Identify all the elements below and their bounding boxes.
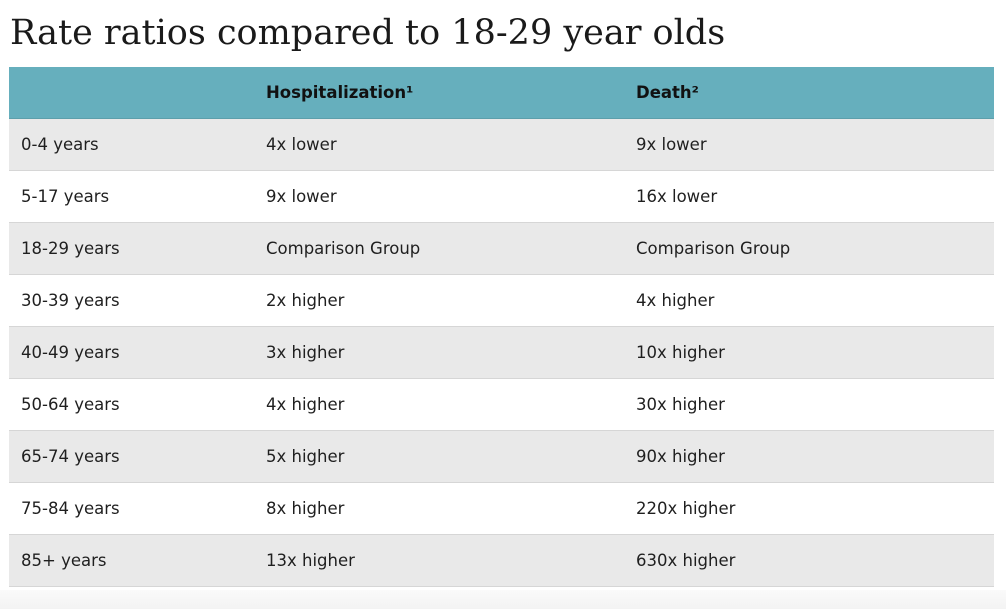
table-header-row: Hospitalization¹ Death² — [9, 67, 994, 119]
rate-ratio-table-container: Hospitalization¹ Death² 0-4 years 4x low… — [9, 67, 994, 587]
death-cell: 9x lower — [636, 134, 707, 154]
hospitalization-cell: Comparison Group — [266, 238, 421, 258]
table-row: 75-84 years 8x higher 220x higher — [9, 482, 994, 534]
hospitalization-cell: 4x lower — [266, 134, 337, 154]
hospitalization-cell: 4x higher — [266, 394, 345, 414]
page-title: Rate ratios compared to 18-29 year olds — [10, 13, 726, 53]
hospitalization-cell: 5x higher — [266, 446, 345, 466]
table-row: 50-64 years 4x higher 30x higher — [9, 378, 994, 430]
death-cell: 630x higher — [636, 550, 736, 570]
death-cell: 16x lower — [636, 186, 718, 206]
table-row: 85+ years 13x higher 630x higher — [9, 534, 994, 586]
age-group-cell: 5-17 years — [21, 186, 110, 206]
hospitalization-cell: 2x higher — [266, 290, 345, 310]
hospitalization-cell: 13x higher — [266, 550, 355, 570]
table-row: 30-39 years 2x higher 4x higher — [9, 274, 994, 326]
death-cell: 220x higher — [636, 498, 736, 518]
rate-ratio-table: Hospitalization¹ Death² 0-4 years 4x low… — [9, 67, 994, 587]
age-group-cell: 40-49 years — [21, 342, 120, 362]
table-row: 65-74 years 5x higher 90x higher — [9, 430, 994, 482]
death-cell: 30x higher — [636, 394, 725, 414]
age-group-cell: 75-84 years — [21, 498, 120, 518]
age-group-cell: 18-29 years — [21, 238, 120, 258]
age-group-cell: 30-39 years — [21, 290, 120, 310]
death-cell: 4x higher — [636, 290, 715, 310]
header-death: Death² — [624, 67, 994, 119]
table-row: 18-29 years Comparison Group Comparison … — [9, 222, 994, 274]
age-group-cell: 85+ years — [21, 550, 107, 570]
header-hospitalization: Hospitalization¹ — [254, 67, 624, 119]
hospitalization-cell: 9x lower — [266, 186, 337, 206]
death-cell: 10x higher — [636, 342, 725, 362]
hospitalization-cell: 3x higher — [266, 342, 345, 362]
header-age-group — [9, 67, 254, 119]
age-group-cell: 0-4 years — [21, 134, 99, 154]
table-row: 0-4 years 4x lower 9x lower — [9, 118, 994, 170]
hospitalization-cell: 8x higher — [266, 498, 345, 518]
table-row: 5-17 years 9x lower 16x lower — [9, 170, 994, 222]
death-cell: Comparison Group — [636, 238, 791, 258]
table-row: 40-49 years 3x higher 10x higher — [9, 326, 994, 378]
page-bottom-fade — [0, 590, 1006, 609]
age-group-cell: 50-64 years — [21, 394, 120, 414]
death-cell: 90x higher — [636, 446, 725, 466]
age-group-cell: 65-74 years — [21, 446, 120, 466]
